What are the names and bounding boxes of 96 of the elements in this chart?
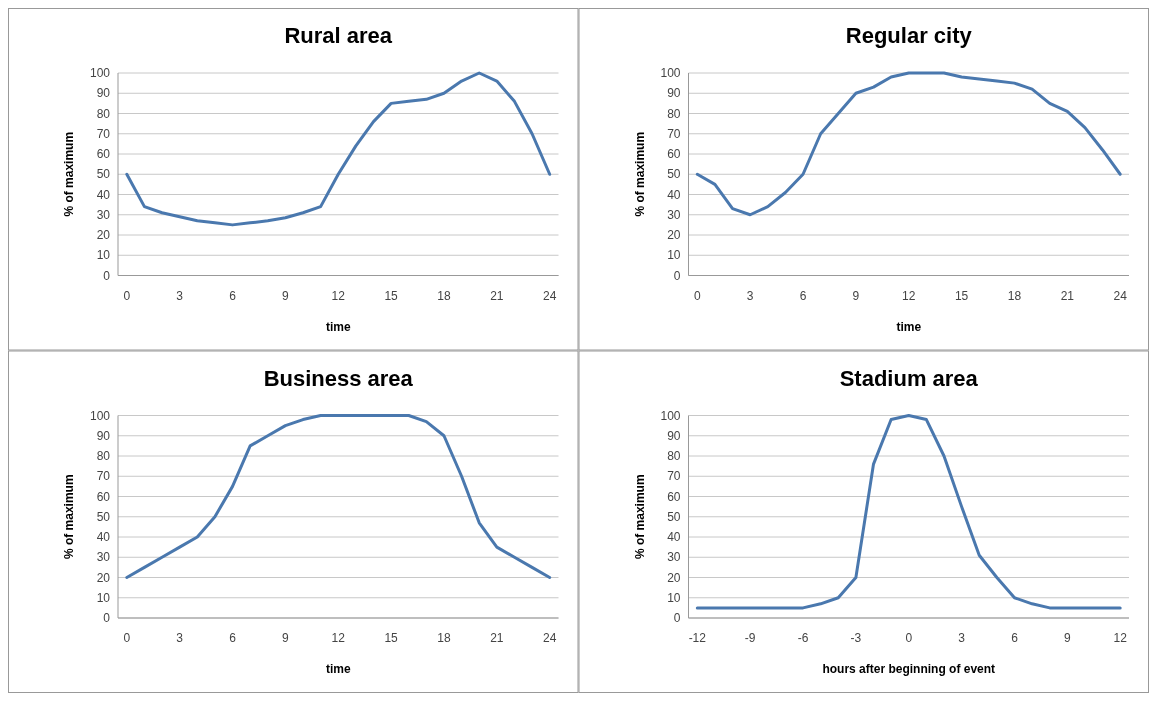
x-tick-label: 21 — [490, 631, 504, 645]
y-tick-label: 20 — [667, 228, 681, 243]
y-tick-label: 30 — [96, 207, 111, 222]
y-tick-label: 80 — [96, 449, 111, 464]
x-tick-label: 21 — [490, 288, 504, 303]
x-tick-label: 12 — [331, 631, 346, 645]
x-tick-label: 12 — [902, 288, 916, 303]
x-tick-label: -6 — [797, 631, 809, 645]
x-axis-title: time — [325, 662, 351, 676]
x-tick-label: 3 — [176, 631, 184, 645]
y-tick-label: 60 — [667, 147, 681, 162]
x-tick-label: 12 — [1113, 631, 1128, 645]
y-axis-title: % of maximum — [632, 131, 647, 217]
y-tick-label: 80 — [667, 449, 681, 464]
x-tick-label: 24 — [1113, 288, 1128, 303]
x-tick-label: 15 — [954, 288, 969, 303]
x-tick-label: 15 — [384, 631, 399, 645]
x-axis-title: hours after beginning of event — [822, 662, 996, 676]
y-tick-label: 90 — [667, 86, 681, 101]
line-series — [695, 71, 1122, 217]
x-tick-label: 6 — [799, 288, 807, 303]
x-tick-label: 9 — [282, 288, 290, 303]
x-tick-label: 15 — [384, 288, 399, 303]
y-axis-title: % of maximum — [62, 474, 76, 560]
x-tick-label: -3 — [850, 631, 862, 645]
chart-title: Stadium area — [839, 365, 979, 391]
chart-title: Business area — [263, 365, 414, 391]
y-tick-label: 20 — [96, 570, 111, 585]
x-tick-label: 3 — [176, 288, 184, 303]
y-tick-label: 50 — [667, 509, 681, 524]
y-tick-label: 50 — [96, 167, 111, 182]
line-series — [125, 414, 552, 579]
y-tick-label: 70 — [667, 126, 681, 141]
x-tick-label: 3 — [958, 631, 966, 645]
y-tick-label: 10 — [96, 590, 111, 605]
x-tick-label: -9 — [744, 631, 756, 645]
y-tick-label: 20 — [96, 228, 111, 243]
x-tick-label: 3 — [746, 288, 754, 303]
x-tick-label: 18 — [1007, 288, 1022, 303]
x-axis-title: time — [896, 319, 922, 334]
y-tick-label: 80 — [667, 106, 681, 121]
x-tick-label: 18 — [437, 288, 451, 303]
y-tick-label: 70 — [96, 469, 111, 484]
y-tick-label: 100 — [660, 408, 681, 423]
y-tick-label: 40 — [96, 530, 111, 545]
line-series — [695, 414, 1122, 610]
x-tick-label: 24 — [543, 631, 557, 645]
y-tick-label: 80 — [96, 106, 111, 121]
x-tick-label: 18 — [437, 631, 451, 645]
x-tick-label: 0 — [123, 288, 131, 303]
y-tick-label: 90 — [667, 428, 681, 443]
x-tick-label: 9 — [1063, 631, 1071, 645]
x-tick-label: -12 — [688, 631, 707, 645]
y-tick-label: 20 — [667, 570, 681, 585]
y-tick-label: 10 — [667, 590, 681, 605]
x-tick-label: 6 — [229, 631, 237, 645]
x-axis-title: time — [325, 319, 351, 334]
y-tick-label: 90 — [96, 86, 111, 101]
x-tick-label: 9 — [852, 288, 860, 303]
y-tick-label: 40 — [667, 187, 681, 202]
x-tick-label: 0 — [905, 631, 913, 645]
y-tick-label: 100 — [89, 408, 111, 423]
y-tick-label: 10 — [96, 248, 111, 263]
y-tick-label: 0 — [673, 268, 681, 283]
y-tick-label: 60 — [96, 147, 111, 162]
y-tick-label: 70 — [96, 126, 111, 141]
x-tick-label: 6 — [229, 288, 237, 303]
x-tick-label: 12 — [331, 288, 346, 303]
line-series — [125, 71, 552, 227]
x-tick-label: 6 — [1011, 631, 1019, 645]
x-tick-label: 0 — [123, 631, 131, 645]
chart-title: Rural area — [284, 23, 393, 48]
y-tick-label: 30 — [667, 207, 681, 222]
y-tick-label: 60 — [667, 489, 681, 504]
y-tick-label: 100 — [89, 66, 111, 81]
y-tick-label: 50 — [667, 167, 681, 182]
chart-title: Regular city — [845, 23, 973, 48]
x-tick-label: 21 — [1060, 288, 1075, 303]
y-tick-label: 60 — [96, 489, 111, 504]
y-axis-title: % of maximum — [632, 474, 647, 560]
y-tick-label: 30 — [667, 550, 681, 565]
y-tick-label: 30 — [96, 550, 111, 565]
y-tick-label: 10 — [667, 248, 681, 263]
y-tick-label: 100 — [660, 66, 681, 81]
y-tick-label: 70 — [667, 469, 681, 484]
y-axis-title: % of maximum — [62, 131, 76, 217]
y-tick-label: 90 — [96, 428, 111, 443]
x-tick-label: 9 — [282, 631, 290, 645]
y-tick-label: 0 — [103, 268, 111, 283]
x-tick-label: 0 — [693, 288, 701, 303]
y-tick-label: 50 — [96, 509, 111, 524]
x-tick-label: 24 — [543, 288, 557, 303]
y-tick-label: 40 — [667, 530, 681, 545]
y-tick-label: 40 — [96, 187, 111, 202]
y-tick-label: 0 — [673, 611, 681, 626]
y-tick-label: 0 — [103, 611, 111, 626]
